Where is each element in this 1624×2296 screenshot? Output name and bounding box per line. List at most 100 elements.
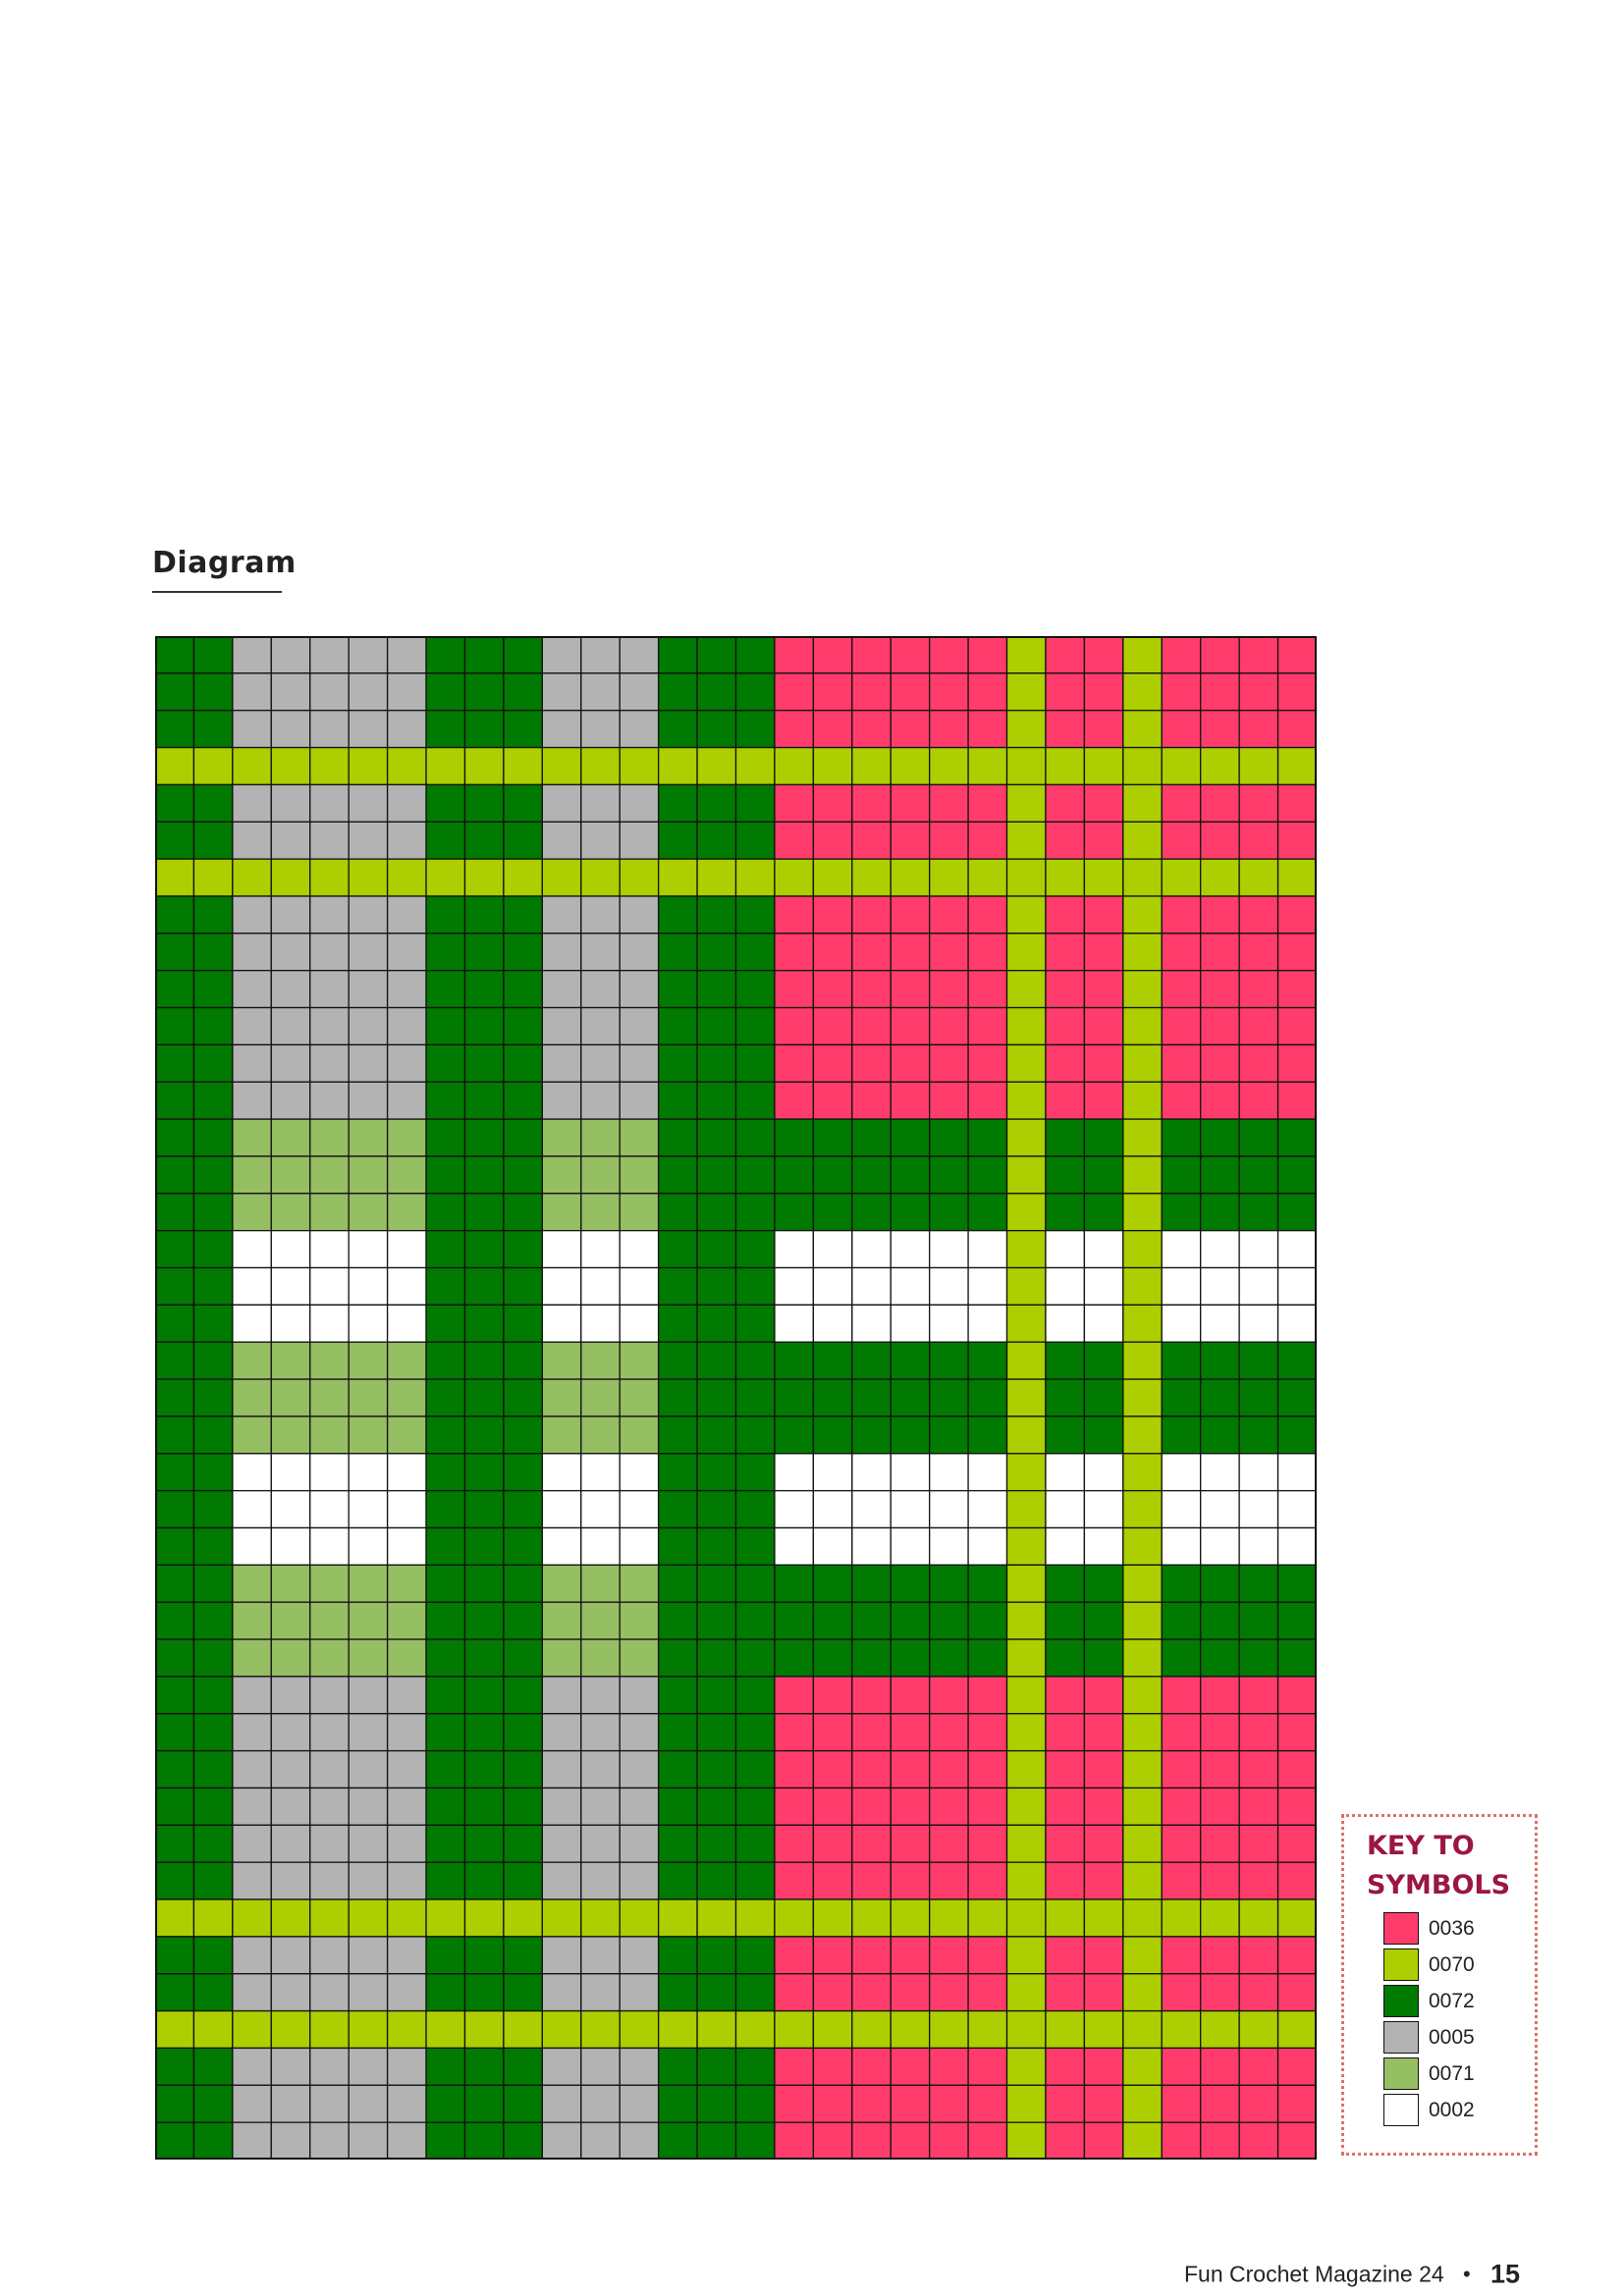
grid-cell [580, 2009, 621, 2050]
grid-cell [929, 1638, 969, 1678]
grid-cell [774, 1118, 815, 1157]
grid-cell [386, 2047, 427, 2086]
grid-cell [386, 783, 427, 823]
grid-cell [851, 895, 892, 934]
grid-cell [348, 672, 389, 712]
grid-cell [1005, 1713, 1047, 1752]
grid-cell [1005, 1341, 1047, 1380]
grid-cell [657, 1564, 698, 1603]
grid-cell [309, 1936, 350, 1975]
grid-cell [270, 1861, 311, 1900]
grid-cell [812, 1266, 853, 1307]
grid-cell [851, 1118, 892, 1157]
grid-cell [503, 1713, 543, 1752]
grid-cell [734, 970, 776, 1009]
grid-cell [1005, 1898, 1047, 1938]
grid-cell [425, 1266, 466, 1307]
grid-cell [1238, 1378, 1279, 1417]
grid-cell [657, 1415, 698, 1455]
grid-cell [696, 710, 737, 749]
grid-cell [155, 1676, 195, 1715]
grid-cell [967, 1676, 1008, 1715]
grid-cell [851, 1824, 892, 1863]
grid-cell [1238, 1006, 1279, 1046]
grid-cell [309, 1118, 350, 1157]
grid-cell [503, 821, 543, 860]
grid-cell [580, 783, 621, 823]
grid-cell [1161, 2009, 1202, 2050]
grid-cell [1276, 895, 1317, 934]
grid-cell [696, 672, 737, 712]
grid-cell [192, 1081, 234, 1120]
grid-cell [1005, 895, 1047, 934]
grid-cell [812, 636, 853, 674]
grid-cell [734, 1193, 776, 1232]
grid-cell [1122, 1601, 1163, 1640]
grid-cell [425, 1118, 466, 1157]
grid-cell [657, 1638, 698, 1678]
grid-cell [1200, 710, 1240, 749]
grid-cell [503, 2084, 543, 2123]
grid-cell [812, 1936, 853, 1975]
grid-cell [890, 2009, 931, 2050]
grid-cell [890, 746, 931, 786]
grid-cell [232, 1936, 272, 1975]
grid-cell [155, 2009, 195, 2050]
grid-cell [1238, 783, 1279, 823]
grid-cell [1200, 1230, 1240, 1269]
grid-cell [1045, 1155, 1086, 1195]
grid-cell [541, 1973, 582, 2012]
grid-cell [541, 2121, 582, 2160]
grid-cell [270, 1526, 311, 1566]
grid-cell [155, 1824, 195, 1863]
grid-cell [1276, 1861, 1317, 1900]
grid-cell [1122, 1453, 1163, 1492]
grid-cell [696, 1713, 737, 1752]
grid-cell [1276, 1564, 1317, 1603]
grid-cell [657, 1787, 698, 1826]
grid-cell [774, 1787, 815, 1826]
chart-grid-svg [155, 636, 1317, 2160]
grid-cell [192, 1676, 234, 1715]
grid-cell [541, 1155, 582, 1195]
grid-cell [619, 1378, 660, 1417]
grid-cell [619, 1936, 660, 1975]
grid-cell [232, 1601, 272, 1640]
grid-cell [1200, 1155, 1240, 1195]
grid-cell [1122, 1230, 1163, 1269]
grid-cell [1005, 1564, 1047, 1603]
grid-cell [580, 1230, 621, 1269]
grid-cell [929, 636, 969, 674]
grid-cell [541, 636, 582, 674]
key-item-0036: 0036 [1383, 1910, 1475, 1947]
grid-cell [1045, 1006, 1086, 1046]
grid-cell [580, 1638, 621, 1678]
grid-cell [812, 2047, 853, 2086]
grid-cell [812, 1526, 853, 1566]
grid-cell [1045, 1526, 1086, 1566]
grid-cell [696, 2121, 737, 2160]
grid-cell [967, 1118, 1008, 1157]
grid-cell [929, 1304, 969, 1343]
grid-cell [270, 970, 311, 1009]
grid-cell [309, 1564, 350, 1603]
grid-cell [657, 1081, 698, 1120]
grid-cell [774, 1973, 815, 2012]
grid-cell [890, 1676, 931, 1715]
grid-cell [541, 1193, 582, 1232]
grid-cell [155, 1453, 195, 1492]
grid-cell [155, 1787, 195, 1826]
grid-cell [929, 1453, 969, 1492]
grid-cell [851, 672, 892, 712]
grid-cell [851, 1564, 892, 1603]
grid-cell [1276, 1415, 1317, 1455]
grid-cell [657, 746, 698, 786]
grid-cell [851, 1378, 892, 1417]
grid-cell [1005, 1526, 1047, 1566]
grid-cell [1045, 1378, 1086, 1417]
grid-cell [657, 1193, 698, 1232]
grid-cell [1122, 970, 1163, 1009]
grid-cell [425, 1936, 466, 1975]
grid-cell [192, 1006, 234, 1046]
grid-cell [386, 1861, 427, 1900]
